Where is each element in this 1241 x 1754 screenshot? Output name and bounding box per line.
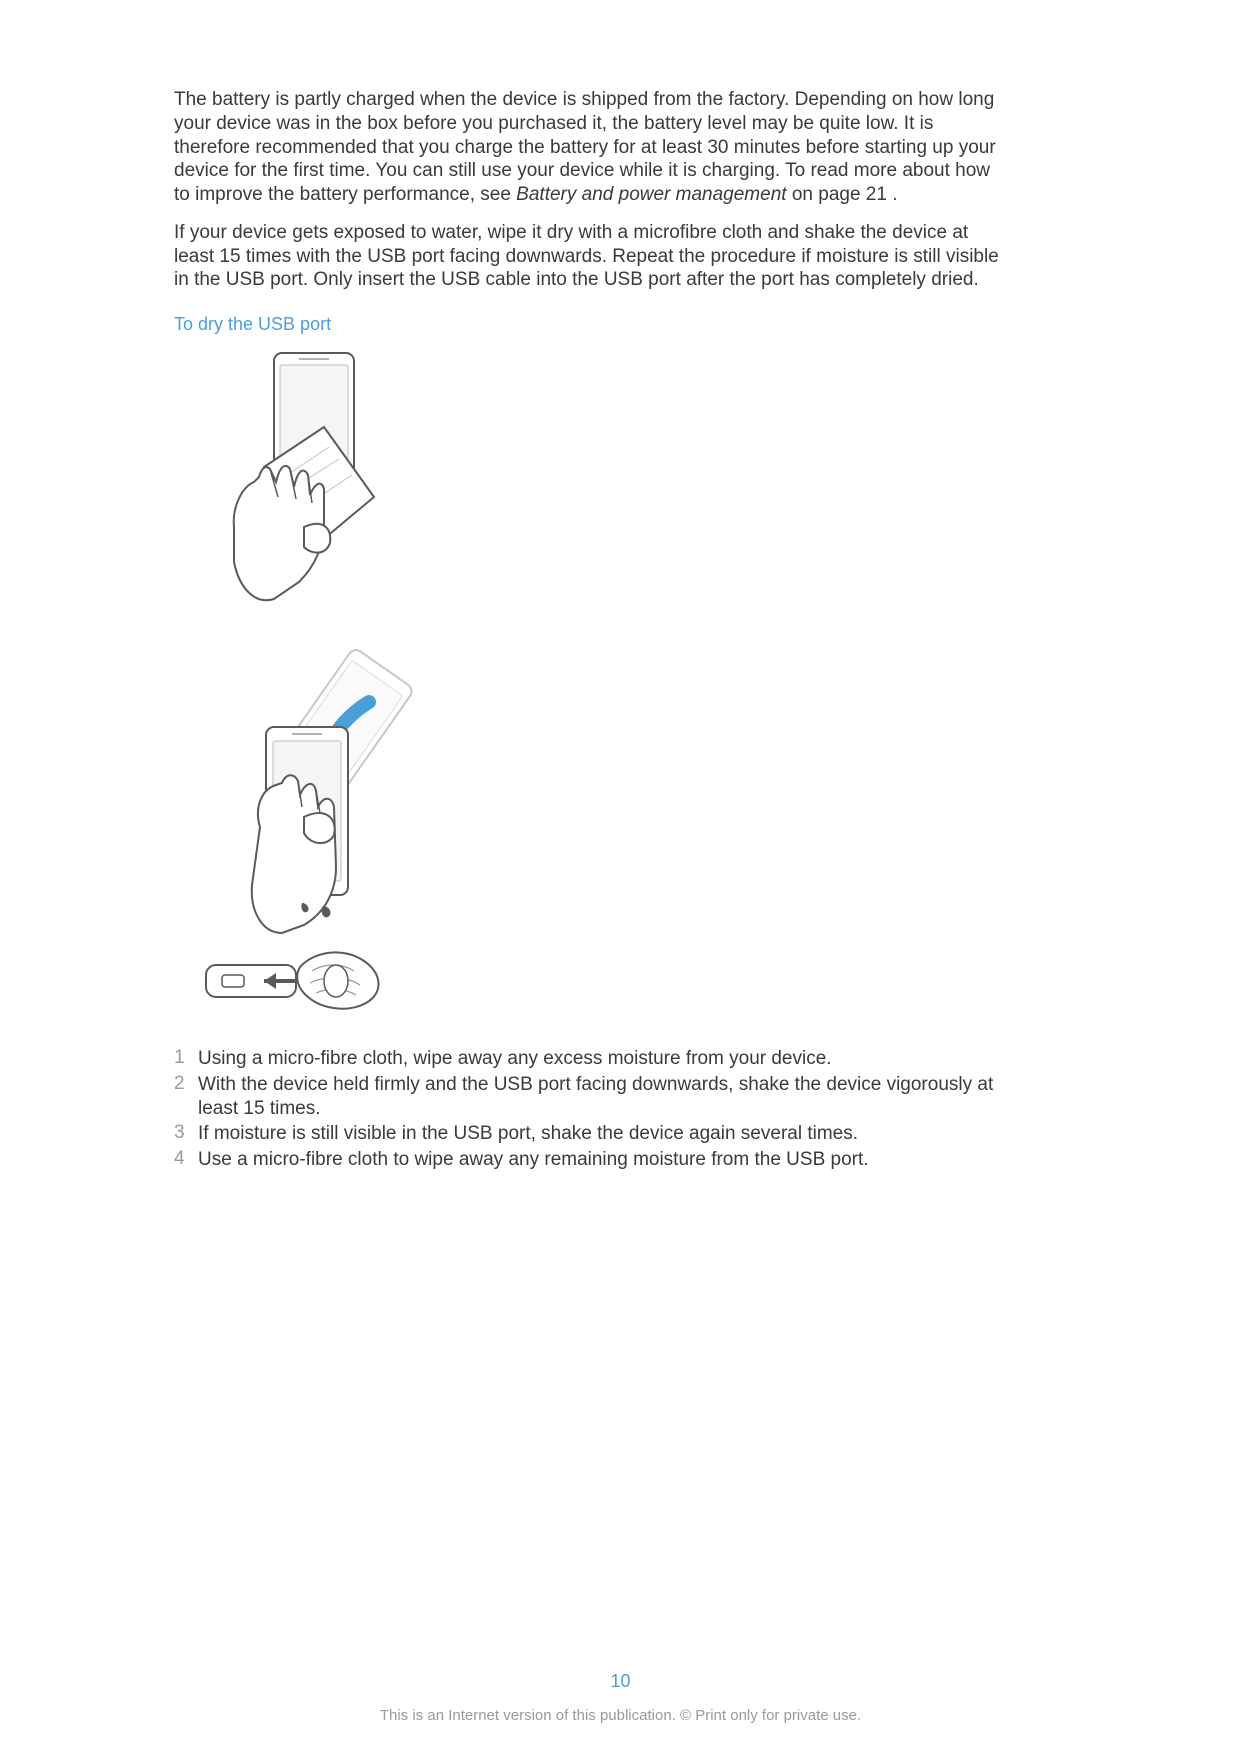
intro-paragraph-1: The battery is partly charged when the d… [174, 88, 1004, 207]
step-number: 4 [174, 1148, 198, 1170]
illustration-wipe-usb-port [204, 937, 434, 1027]
footer-disclaimer: This is an Internet version of this publ… [0, 1707, 1241, 1724]
step-number: 1 [174, 1047, 198, 1069]
list-item: 3 If moisture is still visible in the US… [174, 1122, 1004, 1146]
steps-list: 1 Using a micro-fibre cloth, wipe away a… [174, 1047, 1004, 1172]
illustration-shake-device [204, 607, 464, 937]
shake-device-svg [204, 607, 464, 937]
step-text: With the device held firmly and the USB … [198, 1073, 1004, 1121]
step-number: 2 [174, 1073, 198, 1095]
list-item: 2 With the device held firmly and the US… [174, 1073, 1004, 1121]
p1-italic-ref: Battery and power management [516, 184, 786, 205]
illustration-area [204, 347, 1004, 1027]
illustration-wipe-device [204, 347, 404, 607]
section-heading-dry-usb: To dry the USB port [174, 314, 1004, 335]
page-content: The battery is partly charged when the d… [174, 88, 1004, 1174]
step-number: 3 [174, 1122, 198, 1144]
page-number: 10 [0, 1671, 1241, 1692]
wipe-usb-svg [204, 937, 434, 1027]
list-item: 4 Use a micro-fibre cloth to wipe away a… [174, 1148, 1004, 1172]
step-text: If moisture is still visible in the USB … [198, 1122, 1004, 1146]
intro-paragraph-2: If your device gets exposed to water, wi… [174, 221, 1004, 292]
wipe-device-svg [204, 347, 404, 607]
p1-text-b: on page 21 . [787, 184, 898, 205]
step-text: Use a micro-fibre cloth to wipe away any… [198, 1148, 1004, 1172]
list-item: 1 Using a micro-fibre cloth, wipe away a… [174, 1047, 1004, 1071]
step-text: Using a micro-fibre cloth, wipe away any… [198, 1047, 1004, 1071]
